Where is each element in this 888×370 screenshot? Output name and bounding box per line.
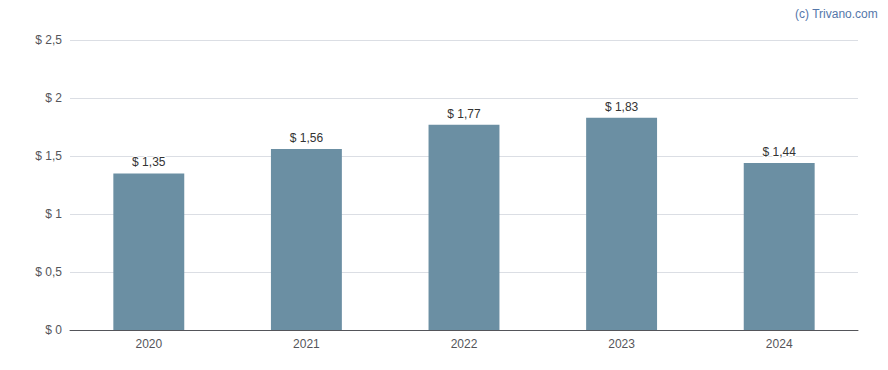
- svg-text:$ 0,5: $ 0,5: [35, 265, 62, 279]
- svg-text:$ 1,35: $ 1,35: [132, 155, 166, 169]
- svg-text:$ 1: $ 1: [45, 207, 62, 221]
- svg-text:2021: 2021: [293, 337, 320, 351]
- svg-text:$ 1,56: $ 1,56: [290, 131, 324, 145]
- svg-text:$ 1,83: $ 1,83: [605, 100, 639, 114]
- svg-text:2024: 2024: [766, 337, 793, 351]
- svg-text:$ 0: $ 0: [45, 323, 62, 337]
- svg-text:$ 2: $ 2: [45, 91, 62, 105]
- svg-text:(c) Trivano.com: (c) Trivano.com: [795, 7, 878, 21]
- svg-text:$ 1,44: $ 1,44: [763, 145, 797, 159]
- svg-text:2020: 2020: [135, 337, 162, 351]
- svg-text:2022: 2022: [451, 337, 478, 351]
- svg-text:$ 2,5: $ 2,5: [35, 33, 62, 47]
- svg-text:$ 1,77: $ 1,77: [447, 107, 481, 121]
- svg-text:$ 1,5: $ 1,5: [35, 149, 62, 163]
- svg-text:2023: 2023: [608, 337, 635, 351]
